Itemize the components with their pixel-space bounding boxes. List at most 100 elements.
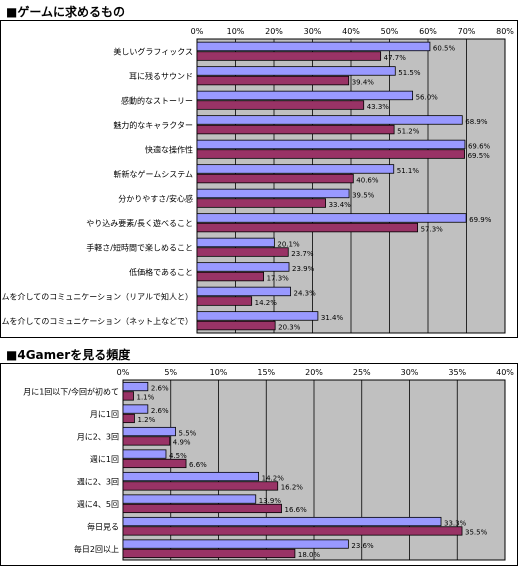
data-label: 60.5% [433, 44, 456, 52]
bar [122, 413, 135, 424]
x-tick-label: 20% [265, 27, 283, 36]
data-label: 51.1% [397, 167, 420, 175]
data-label: 16.2% [281, 484, 304, 492]
data-label: 39.5% [352, 191, 375, 199]
data-label: 68.9% [465, 118, 488, 126]
bar [196, 100, 365, 110]
bar [196, 51, 382, 61]
x-tick-label: 60% [419, 27, 437, 36]
x-tick-label: 35% [448, 368, 466, 377]
chart-1-svg: 0% 10% 20% 30% 40% 50% 60% 70% 80% 美しいグラフィックス耳に残る… [1, 27, 514, 334]
data-label: 24.3% [294, 289, 317, 297]
data-label: 23.6% [351, 542, 374, 550]
data-label: 33.3% [444, 519, 467, 527]
data-label: 69.5% [468, 152, 491, 160]
bar [122, 381, 149, 392]
x-tick-label: 0% [117, 368, 130, 377]
data-label: 18.0% [298, 551, 321, 559]
category-label: 美しいグラフィックス [113, 46, 193, 56]
bar [122, 449, 167, 459]
x-tick-label: 20% [305, 368, 323, 377]
x-tick-label: 0% [191, 27, 204, 36]
bar [196, 173, 354, 184]
x-tick-label: 5% [164, 368, 177, 377]
bar [196, 271, 265, 282]
data-label: 20.3% [278, 323, 301, 331]
data-label: 6.6% [189, 461, 207, 469]
data-label: 5.5% [179, 429, 197, 437]
data-label: 56.0% [416, 93, 439, 101]
x-tick-label: 10% [227, 27, 245, 36]
category-label: 魅力的なキャラクター [113, 120, 193, 130]
bar [196, 115, 463, 125]
bar [122, 426, 176, 437]
bar [122, 503, 282, 514]
bar [122, 494, 257, 504]
bar [196, 188, 350, 199]
data-label: 51.2% [397, 127, 420, 135]
category-label: 月に2、3回 [77, 432, 119, 441]
category-label: 月に1回以下/今回が初めて [23, 386, 119, 396]
bar [196, 286, 291, 297]
bar [196, 237, 275, 248]
data-label: 2.6% [151, 407, 169, 415]
bar [196, 149, 465, 159]
bar [196, 198, 326, 208]
category-label: 耳に残るサウンド [129, 71, 193, 81]
x-tick-label: 80% [496, 27, 514, 36]
category-label: 分かりやすさ/安心感 [118, 193, 193, 203]
bar [196, 247, 289, 257]
bar [196, 311, 319, 321]
bar [122, 391, 134, 401]
data-label: 20.1% [277, 240, 300, 248]
data-label: 4.9% [173, 439, 191, 447]
x-tick-label: 25% [353, 368, 371, 377]
category-label: 週に4、5回 [77, 500, 119, 509]
data-label: 17.3% [267, 274, 290, 282]
x-tick-label: 70% [458, 27, 476, 36]
chart-1-title: ■ゲームに求めるもの [6, 5, 125, 19]
data-label: 40.6% [356, 176, 379, 184]
x-tick-label: 15% [257, 368, 275, 377]
data-label: 51.5% [398, 69, 421, 77]
bar [196, 124, 395, 135]
data-label: 1.2% [137, 416, 155, 424]
data-label: 69.6% [468, 142, 491, 150]
data-label: 14.2% [262, 474, 285, 482]
category-label: 月に1回 [90, 410, 119, 419]
category-label: やり込み要素/長く遊べること [86, 218, 193, 228]
bar [196, 139, 466, 150]
bar [196, 222, 419, 233]
data-label: 35.5% [465, 529, 488, 537]
bar [196, 262, 290, 272]
category-label: 週に1回 [90, 455, 119, 464]
data-label: 16.6% [285, 506, 308, 514]
bar [122, 436, 171, 446]
bar [122, 526, 463, 536]
data-label: 33.4% [329, 201, 352, 209]
bar [196, 90, 414, 101]
category-label: 快適な操作性 [145, 144, 193, 154]
data-label: 43.3% [367, 103, 390, 111]
bar [122, 548, 296, 559]
bar [196, 320, 276, 331]
bar [122, 516, 442, 527]
data-label: 23.7% [291, 250, 314, 258]
category-label: 手軽さ/短時間で楽しめること [86, 242, 193, 252]
x-tick-label: 10% [210, 368, 228, 377]
category-label: 毎日2回以上 [74, 544, 119, 554]
data-label: 47.7% [384, 54, 407, 62]
data-label: 69.9% [469, 216, 492, 224]
data-label: 31.4% [321, 314, 344, 322]
x-tick-label: 50% [381, 27, 399, 36]
data-label: 4.5% [169, 452, 187, 460]
chart-2-title: ■4Gamerを見る頻度 [6, 348, 131, 362]
bar [196, 164, 395, 174]
bar [196, 75, 350, 86]
data-label: 57.3% [421, 225, 444, 233]
chart-2-svg: 0% 5% 10% 15% 20% 25% 30% 35% 40% 月に1回以下/今回が初めて月に… [23, 368, 514, 561]
bar [122, 539, 349, 549]
x-tick-label: 40% [342, 27, 360, 36]
bar [196, 41, 431, 52]
x-tick-label: 30% [401, 368, 419, 377]
